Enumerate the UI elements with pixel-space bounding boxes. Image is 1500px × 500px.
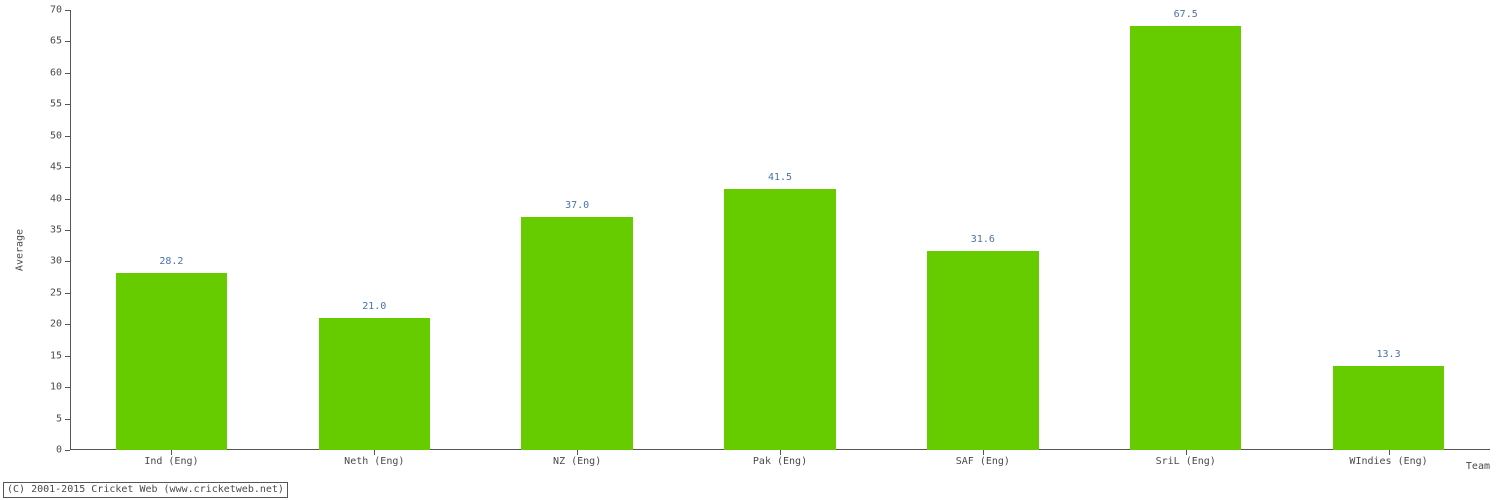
- y-tick-mark: [65, 104, 70, 105]
- bar-value-label: 41.5: [768, 172, 792, 183]
- y-tick-mark: [65, 41, 70, 42]
- y-tick-mark: [65, 73, 70, 74]
- x-tick-mark: [1389, 450, 1390, 455]
- y-tick-label: 50: [50, 130, 62, 141]
- y-tick-mark: [65, 450, 70, 451]
- y-tick-mark: [65, 167, 70, 168]
- x-tick-label: Pak (Eng): [753, 456, 807, 467]
- x-tick-label: NZ (Eng): [553, 456, 601, 467]
- x-tick-mark: [780, 450, 781, 455]
- y-tick-mark: [65, 261, 70, 262]
- copyright-label: (C) 2001-2015 Cricket Web (www.cricketwe…: [3, 482, 288, 498]
- x-tick-mark: [983, 450, 984, 455]
- bar: [116, 273, 228, 450]
- y-tick-mark: [65, 199, 70, 200]
- x-tick-label: Ind (Eng): [144, 456, 198, 467]
- y-axis-title: Average: [15, 229, 26, 271]
- y-tick-mark: [65, 10, 70, 11]
- y-tick-label: 35: [50, 225, 62, 236]
- y-tick-mark: [65, 136, 70, 137]
- y-tick-label: 65: [50, 36, 62, 47]
- bar: [1130, 26, 1242, 450]
- chart-container: Average Team 051015202530354045505560657…: [0, 0, 1500, 500]
- bar-value-label: 31.6: [971, 234, 995, 245]
- y-tick-mark: [65, 293, 70, 294]
- bar: [927, 251, 1039, 450]
- y-tick-mark: [65, 356, 70, 357]
- y-tick-label: 15: [50, 350, 62, 361]
- y-axis-line: [70, 10, 71, 450]
- bar-value-label: 21.0: [362, 301, 386, 312]
- bar-value-label: 28.2: [159, 256, 183, 267]
- y-tick-label: 5: [56, 413, 62, 424]
- y-tick-label: 20: [50, 319, 62, 330]
- bar-value-label: 13.3: [1377, 349, 1401, 360]
- x-tick-label: SAF (Eng): [956, 456, 1010, 467]
- y-tick-mark: [65, 230, 70, 231]
- y-tick-mark: [65, 387, 70, 388]
- y-tick-label: 10: [50, 382, 62, 393]
- x-tick-mark: [1186, 450, 1187, 455]
- y-tick-label: 55: [50, 99, 62, 110]
- y-tick-label: 40: [50, 193, 62, 204]
- x-axis-title: Team: [1466, 461, 1490, 472]
- y-tick-label: 70: [50, 5, 62, 16]
- y-tick-label: 25: [50, 287, 62, 298]
- y-tick-mark: [65, 324, 70, 325]
- bar: [319, 318, 431, 450]
- bar-value-label: 67.5: [1174, 9, 1198, 20]
- y-tick-mark: [65, 419, 70, 420]
- plot-area: 051015202530354045505560657028.2Ind (Eng…: [70, 10, 1490, 450]
- bar: [521, 217, 633, 450]
- bar: [724, 189, 836, 450]
- x-tick-label: SriL (Eng): [1156, 456, 1216, 467]
- bar-value-label: 37.0: [565, 200, 589, 211]
- x-tick-label: WIndies (Eng): [1349, 456, 1427, 467]
- y-tick-label: 60: [50, 67, 62, 78]
- bar: [1333, 366, 1445, 450]
- y-tick-label: 0: [56, 445, 62, 456]
- x-tick-mark: [577, 450, 578, 455]
- x-tick-label: Neth (Eng): [344, 456, 404, 467]
- y-tick-label: 30: [50, 256, 62, 267]
- y-tick-label: 45: [50, 162, 62, 173]
- x-tick-mark: [171, 450, 172, 455]
- x-tick-mark: [374, 450, 375, 455]
